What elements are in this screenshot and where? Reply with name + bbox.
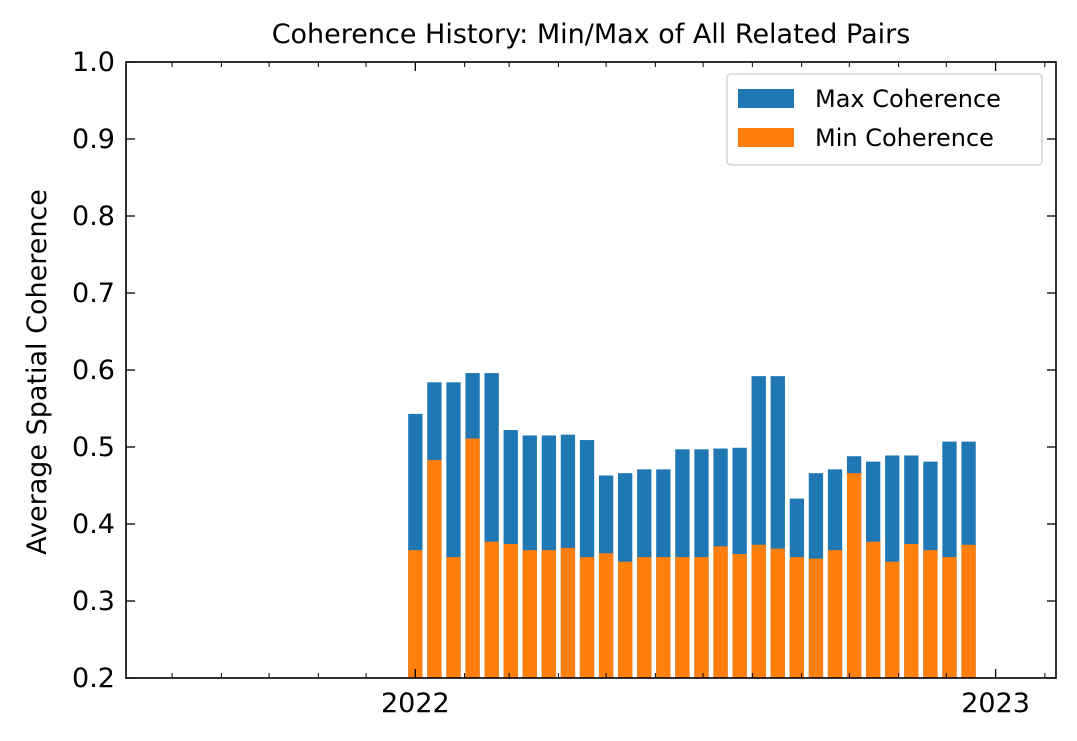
min-coherence-bar-11 [618, 561, 633, 678]
min-coherence-bar-22 [827, 550, 843, 678]
legend: Max Coherence Min Coherence [726, 73, 1043, 166]
min-coherence-bar-10 [598, 553, 614, 678]
min-coherence-bar-20 [789, 557, 805, 678]
min-coherence-bar-24 [866, 541, 881, 678]
min-coherence-bar-7 [541, 550, 557, 678]
legend-label-max: Max Coherence [815, 85, 1001, 113]
chart-title: Coherence History: Min/Max of All Relate… [272, 19, 911, 50]
y-axis-label: Average Spatial Coherence [22, 189, 53, 555]
ticks-layer: 0.2 0.3 0.4 0.5 0.6 0.7 0.8 0.9 1.0 2022 2023 [72, 47, 1056, 719]
min-coherence-bar-2 [446, 557, 461, 678]
min-coherence-bar-23 [846, 473, 862, 678]
min-coherence-bar-21 [808, 558, 824, 678]
min-coherence-bar-6 [522, 550, 537, 678]
min-coherence-bar-27 [923, 550, 938, 678]
min-coherence-bar-17 [732, 554, 747, 678]
min-coherence-bar-5 [503, 544, 518, 678]
bars-layer [408, 373, 976, 678]
min-coherence-bar-12 [637, 557, 652, 678]
min-coherence-bar-0 [408, 550, 423, 678]
min-coherence-bar-25 [885, 561, 900, 678]
y-tick-label-4: 0.6 [72, 355, 115, 386]
legend-box [726, 73, 1043, 166]
legend-label-min: Min Coherence [815, 124, 994, 152]
min-coherence-bar-26 [904, 544, 919, 678]
legend-swatch-min [738, 128, 794, 147]
min-coherence-bar-16 [713, 546, 728, 678]
min-coherence-bar-1 [427, 460, 442, 678]
y-tick-label-8: 1.0 [72, 47, 115, 78]
x-tick-label-1: 2023 [961, 688, 1030, 719]
min-coherence-bar-29 [961, 544, 976, 678]
y-tick-label-2: 0.4 [72, 509, 115, 540]
y-tick-label-6: 0.8 [72, 201, 115, 232]
x-tick-label-0: 2022 [381, 688, 450, 719]
y-tick-label-0: 0.2 [72, 663, 115, 694]
y-tick-label-3: 0.5 [72, 432, 115, 463]
y-tick-label-5: 0.7 [72, 278, 115, 309]
min-coherence-bar-28 [942, 557, 957, 678]
min-coherence-bar-18 [751, 544, 766, 678]
min-coherence-bar-14 [675, 557, 690, 678]
min-coherence-bar-4 [484, 541, 499, 678]
min-coherence-bar-8 [560, 547, 576, 678]
y-tick-label-1: 0.3 [72, 586, 115, 617]
min-coherence-bar-13 [656, 557, 671, 678]
min-coherence-bar-3 [465, 438, 480, 678]
y-tick-label-7: 0.9 [72, 124, 115, 155]
min-coherence-bar-19 [770, 548, 785, 678]
legend-swatch-max [738, 89, 794, 108]
min-coherence-bar-9 [579, 557, 595, 678]
min-coherence-bar-15 [694, 557, 709, 678]
